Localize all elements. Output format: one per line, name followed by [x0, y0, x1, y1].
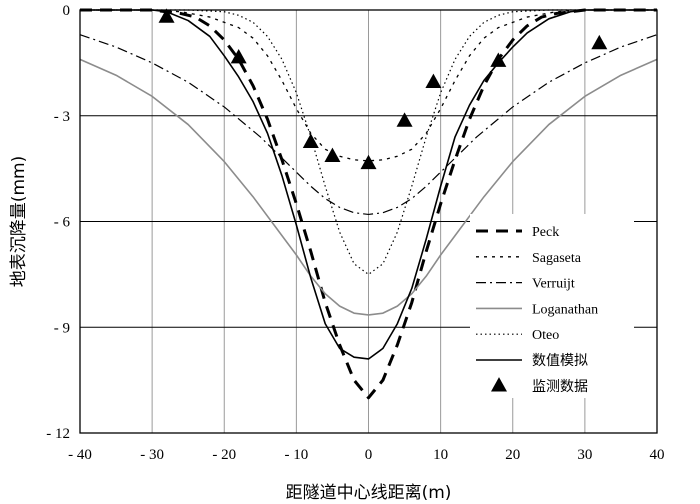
x-tick-label: - 10 — [285, 447, 309, 463]
legend-label: Peck — [532, 225, 559, 240]
plot-frame — [79, 9, 658, 434]
x-tick-label: 30 — [577, 447, 592, 463]
x-tick-label: - 40 — [68, 447, 92, 463]
x-tick-label: 10 — [433, 447, 448, 463]
y-tick-label: - 9 — [54, 320, 70, 336]
legend-background — [470, 214, 634, 398]
legend: Peck Sagaseta Verruijt Loganathan Oteo 数值模拟监测… — [470, 214, 634, 398]
series-line-2 — [79, 34, 658, 216]
series-line-0 — [80, 8, 657, 400]
monitoring-point — [230, 48, 247, 64]
monitoring-point — [591, 34, 608, 50]
legend-label: Verruijt — [532, 277, 575, 292]
y-tick-label: - 3 — [54, 109, 70, 125]
y-tick-label: - 12 — [46, 426, 70, 442]
monitoring-point — [158, 8, 175, 23]
legend-swatch-scatter — [491, 377, 507, 392]
legend-label: Loganathan — [532, 302, 598, 317]
tick-labels: - 40 - 30 - 20 - 10 0 10 20 30 40 0 - 3 - 6 - 9 - 12 — [46, 3, 664, 463]
legend-label: 监测数据 — [532, 379, 588, 395]
monitoring-point — [490, 52, 507, 67]
x-tick-label: 20 — [505, 447, 520, 463]
legend-label: Oteo — [532, 328, 559, 343]
y-axis-title: 地表沉降量(mm) — [9, 156, 29, 287]
x-tick-label: 40 — [650, 447, 665, 463]
y-tick-label: - 6 — [54, 215, 71, 231]
x-tick-label: - 30 — [140, 447, 164, 463]
x-tick-label: 0 — [365, 447, 373, 463]
x-tick-label: - 20 — [212, 447, 236, 463]
series-line-3 — [79, 58, 658, 316]
series-layer — [79, 8, 658, 400]
x-axis-title: 距隧道中心线距离(m) — [286, 483, 452, 503]
monitoring-point — [302, 133, 319, 148]
legend-label: Sagaseta — [532, 251, 582, 266]
legend-label: 数值模拟 — [532, 353, 588, 369]
monitoring-point — [396, 112, 413, 127]
y-tick-label: 0 — [63, 3, 71, 19]
monitoring-point — [360, 154, 377, 170]
monitoring-point — [324, 147, 341, 163]
series-line-5 — [80, 9, 657, 360]
scatter-layer — [158, 8, 608, 170]
monitoring-point — [425, 73, 442, 89]
